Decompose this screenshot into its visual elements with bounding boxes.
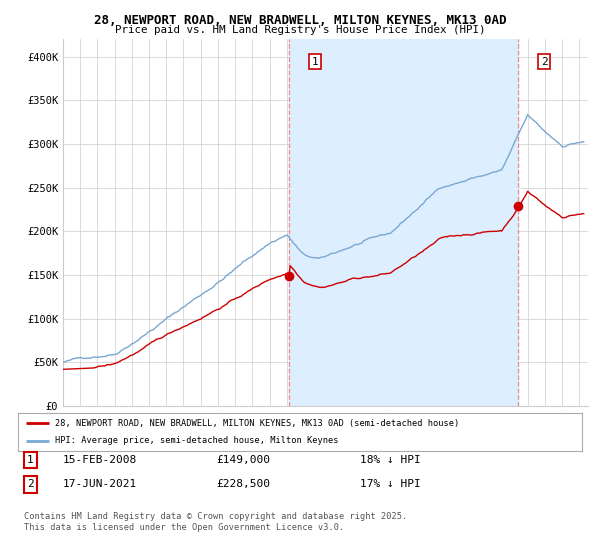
Text: HPI: Average price, semi-detached house, Milton Keynes: HPI: Average price, semi-detached house,… <box>55 436 338 445</box>
Text: 2: 2 <box>27 479 34 489</box>
Text: 28, NEWPORT ROAD, NEW BRADWELL, MILTON KEYNES, MK13 0AD: 28, NEWPORT ROAD, NEW BRADWELL, MILTON K… <box>94 14 506 27</box>
Text: 17-JUN-2021: 17-JUN-2021 <box>63 479 137 489</box>
Bar <box>289 39 518 406</box>
Text: £149,000: £149,000 <box>216 455 270 465</box>
Text: 28, NEWPORT ROAD, NEW BRADWELL, MILTON KEYNES, MK13 0AD (semi-detached house): 28, NEWPORT ROAD, NEW BRADWELL, MILTON K… <box>55 418 459 427</box>
Text: 1: 1 <box>27 455 34 465</box>
Text: 1: 1 <box>311 57 318 67</box>
Text: 17% ↓ HPI: 17% ↓ HPI <box>360 479 421 489</box>
Text: £228,500: £228,500 <box>216 479 270 489</box>
Text: 2: 2 <box>541 57 548 67</box>
Text: 15-FEB-2008: 15-FEB-2008 <box>63 455 137 465</box>
Text: Price paid vs. HM Land Registry's House Price Index (HPI): Price paid vs. HM Land Registry's House … <box>115 25 485 35</box>
Text: Contains HM Land Registry data © Crown copyright and database right 2025.
This d: Contains HM Land Registry data © Crown c… <box>24 512 407 532</box>
Text: 18% ↓ HPI: 18% ↓ HPI <box>360 455 421 465</box>
